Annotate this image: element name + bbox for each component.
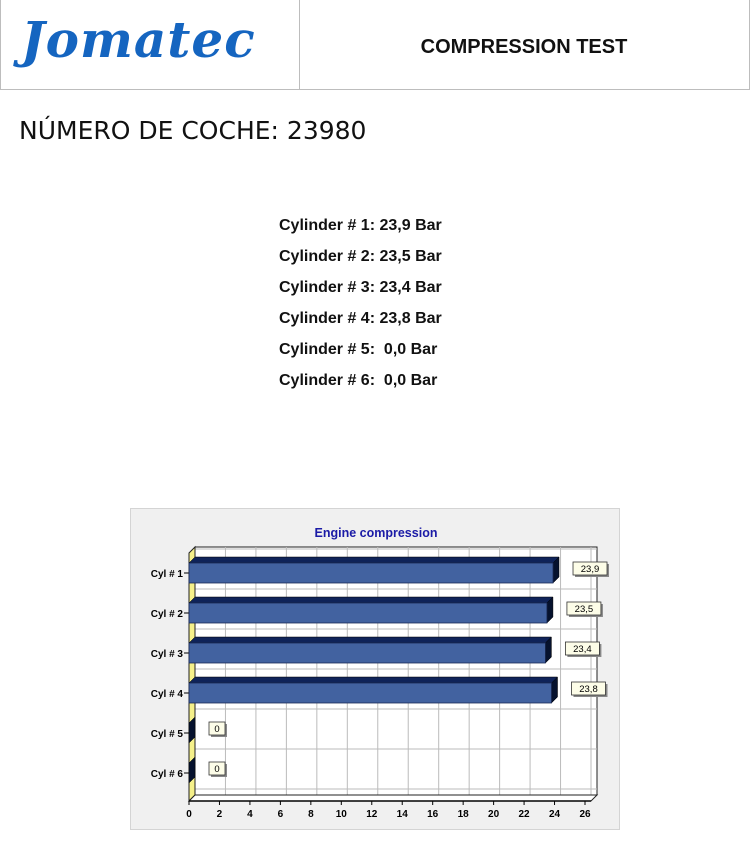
bar bbox=[188, 562, 554, 584]
bar-top bbox=[188, 556, 560, 564]
data-label: 23,9 bbox=[581, 564, 600, 575]
data-label-box bbox=[571, 681, 606, 696]
engine-compression-chart: Engine compression 0 2 4 6 8 10 12 14 16 18 20 22 24… bbox=[130, 508, 620, 830]
y-category-label: Cyl # 1 bbox=[151, 569, 184, 580]
bar-top bbox=[188, 636, 553, 644]
cylinder-readings: Cylinder # 1: 23,9 Bar Cylinder # 2: 23,… bbox=[279, 216, 442, 402]
document-title: COMPRESSION TEST bbox=[420, 36, 628, 58]
jomatec-logo: Jomatec bbox=[21, 10, 256, 69]
bar-side bbox=[188, 756, 196, 784]
bar bbox=[188, 642, 546, 664]
data-label: 23,4 bbox=[573, 644, 592, 655]
x-tick-label: 0 bbox=[186, 809, 192, 820]
data-label-box bbox=[564, 641, 600, 656]
data-label-box bbox=[566, 601, 602, 616]
plot-floor bbox=[187, 794, 599, 802]
y-category-label: Cyl # 4 bbox=[151, 689, 184, 700]
data-label: 23,5 bbox=[575, 604, 594, 615]
cylinder-reading: Cylinder # 1: 23,9 Bar bbox=[279, 217, 442, 234]
cylinder-reading: Cylinder # 2: 23,5 Bar bbox=[279, 248, 442, 265]
x-tick-label: 26 bbox=[579, 809, 591, 820]
x-tick-label: 2 bbox=[217, 809, 223, 820]
x-tick-label: 4 bbox=[247, 809, 253, 820]
data-label-box bbox=[208, 721, 226, 736]
x-tick-label: 18 bbox=[458, 809, 470, 820]
x-tick-label: 20 bbox=[488, 809, 500, 820]
bar bbox=[188, 602, 548, 624]
cylinder-reading: Cylinder # 3: 23,4 Bar bbox=[279, 279, 442, 296]
y-category-label: Cyl # 3 bbox=[151, 649, 184, 660]
chart-title: Engine compression bbox=[315, 526, 438, 540]
data-label: 23,8 bbox=[579, 684, 598, 695]
cylinder-reading: Cylinder # 4: 23,8 Bar bbox=[279, 310, 442, 327]
bar-top bbox=[188, 676, 559, 684]
data-label-box bbox=[572, 561, 608, 576]
y-category-label: Cyl # 5 bbox=[151, 729, 184, 740]
bar bbox=[188, 682, 552, 704]
x-tick-label: 22 bbox=[519, 809, 531, 820]
x-tick-label: 24 bbox=[549, 809, 561, 820]
bar-top bbox=[188, 596, 554, 604]
bar-side bbox=[188, 716, 196, 744]
x-tick-label: 14 bbox=[397, 809, 409, 820]
plot-back-wall bbox=[194, 546, 598, 796]
car-number: NÚMERO DE COCHE: 23980 bbox=[19, 116, 367, 145]
x-tick-label: 12 bbox=[366, 809, 378, 820]
cylinder-reading: Cylinder # 6: 0,0 Bar bbox=[279, 372, 438, 389]
y-category-label: Cyl # 2 bbox=[151, 609, 184, 620]
x-tick-label: 10 bbox=[336, 809, 348, 820]
y-category-label: Cyl # 6 bbox=[151, 769, 184, 780]
data-label: 0 bbox=[214, 724, 219, 735]
cylinder-reading: Cylinder # 5: 0,0 Bar bbox=[279, 341, 438, 358]
x-tick-label: 8 bbox=[308, 809, 314, 820]
x-tick-label: 16 bbox=[427, 809, 439, 820]
data-label: 0 bbox=[214, 764, 219, 775]
chart-svg: Engine compression 0 2 4 6 8 10 12 14 16 18 20 22 24… bbox=[151, 526, 610, 820]
x-tick-label: 6 bbox=[278, 809, 284, 820]
header: Jomatec COMPRESSION TEST bbox=[0, 0, 750, 90]
logo-cell: Jomatec bbox=[1, 0, 300, 90]
data-label-box bbox=[208, 761, 226, 776]
